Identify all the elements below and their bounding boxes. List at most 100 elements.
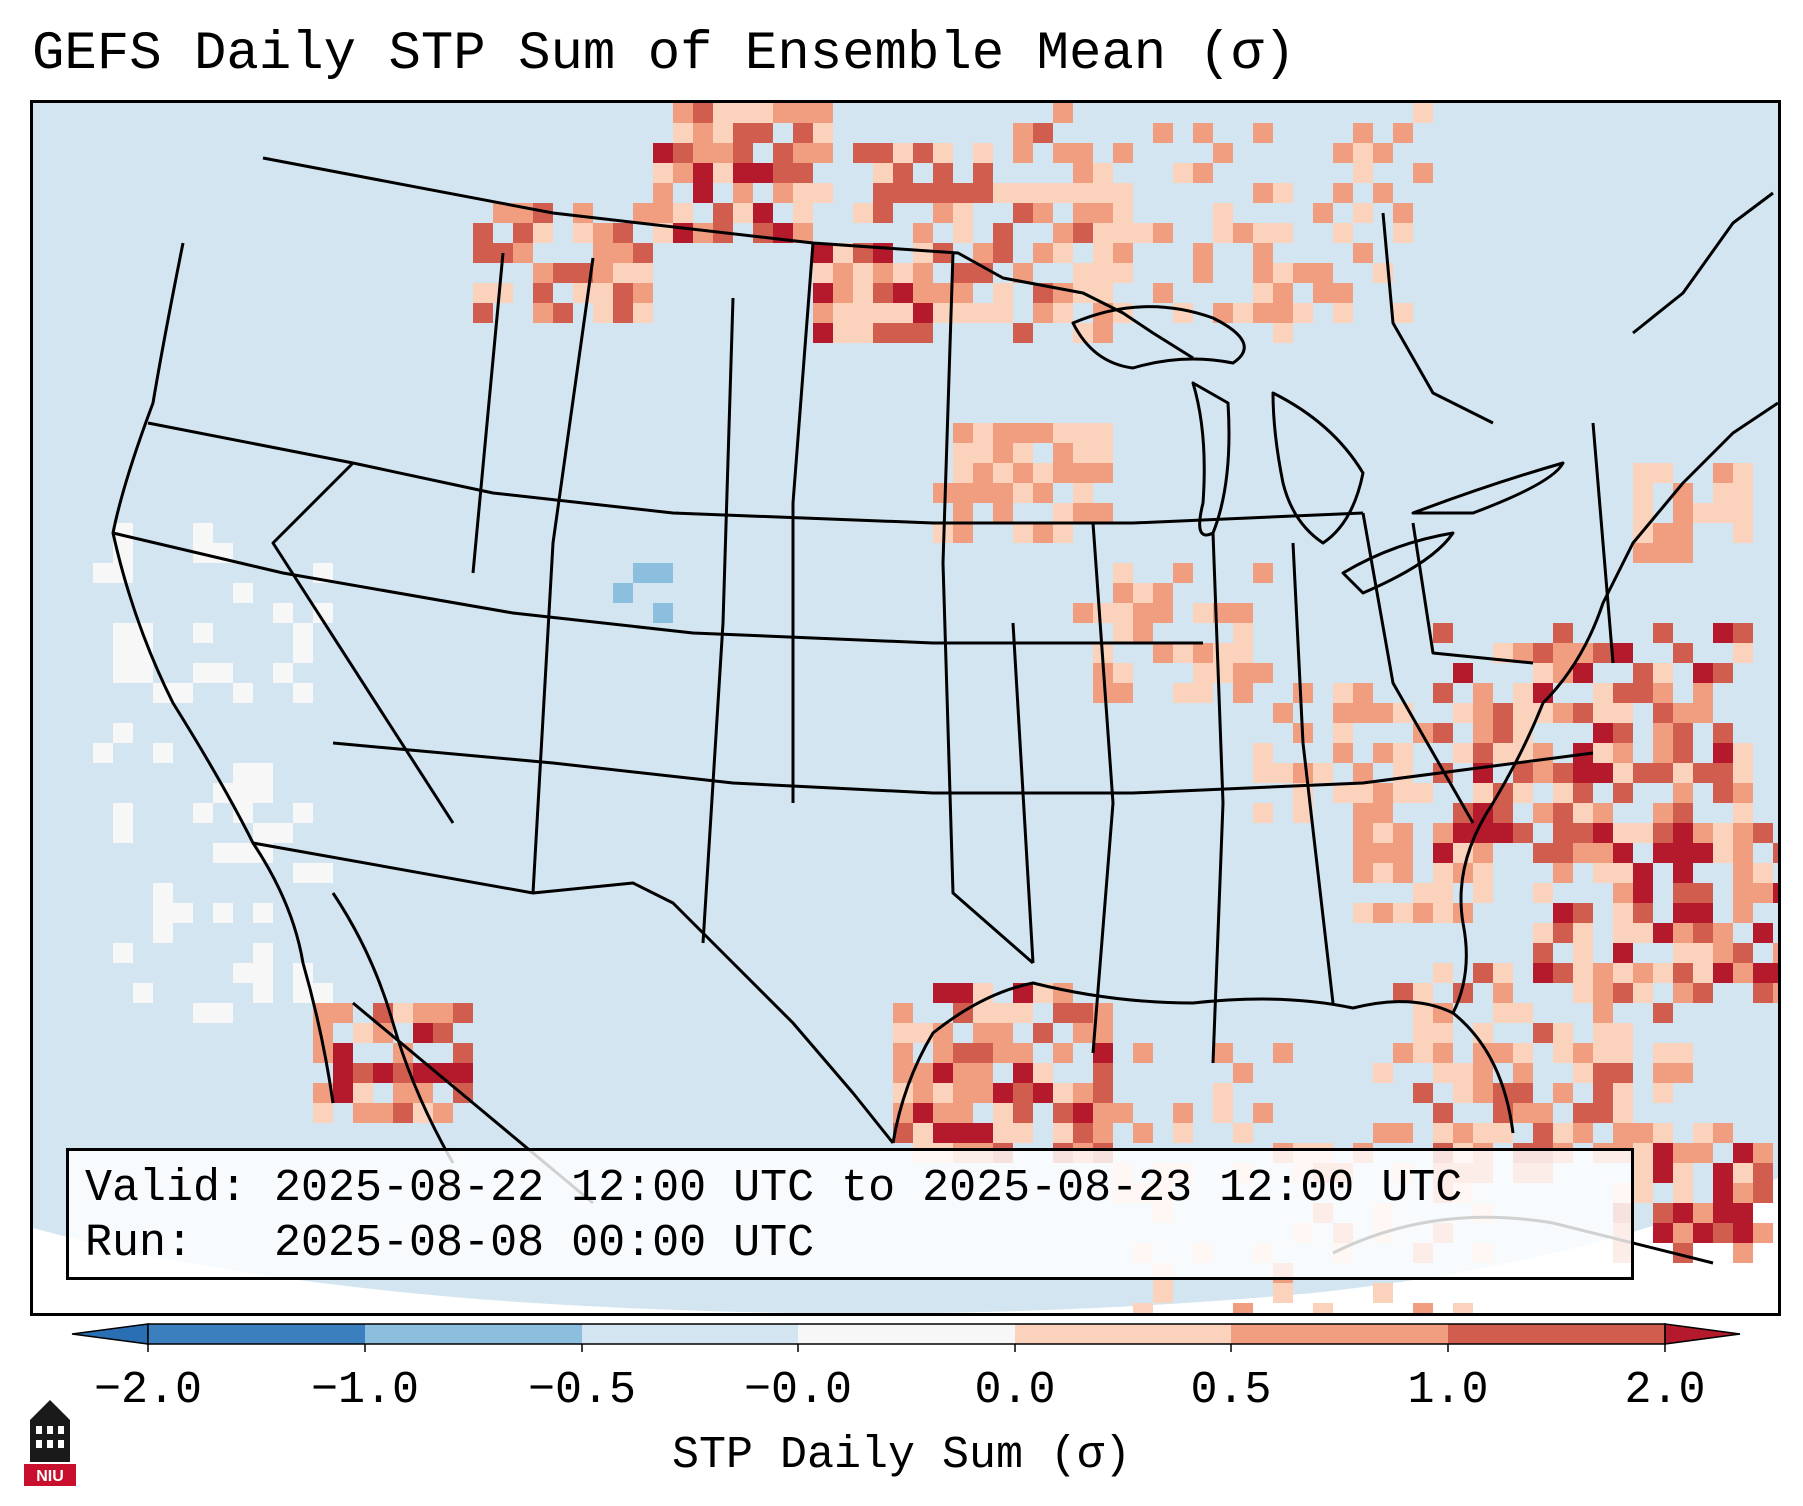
stp-cell <box>1053 503 1073 523</box>
stp-cell <box>1673 723 1693 743</box>
stp-cell <box>1013 203 1033 223</box>
stp-cell <box>653 603 673 623</box>
stp-cell <box>1653 1043 1673 1063</box>
stp-cell <box>493 203 513 223</box>
stp-cell <box>1713 503 1733 523</box>
stp-cell <box>293 623 313 643</box>
stp-cell <box>1693 923 1713 943</box>
stp-cell <box>353 1063 373 1083</box>
stp-cell <box>973 183 993 203</box>
stp-cell <box>1673 1183 1693 1203</box>
stp-cell <box>313 603 333 623</box>
stp-cell <box>1433 683 1453 703</box>
stp-cell <box>1513 823 1533 843</box>
stp-cell <box>1553 663 1573 683</box>
stp-cell <box>1113 263 1133 283</box>
stp-cell <box>953 983 973 1003</box>
stp-cell <box>253 783 273 803</box>
stp-cell <box>1693 843 1713 863</box>
stp-cell <box>1253 263 1273 283</box>
stp-cell <box>773 183 793 203</box>
stp-cell <box>973 1043 993 1063</box>
stp-cell <box>1253 243 1273 263</box>
colorbar-tick-label: 0.0 <box>974 1365 1056 1416</box>
stp-cell <box>1673 703 1693 723</box>
stp-cell <box>1373 143 1393 163</box>
stp-cell <box>813 123 833 143</box>
stp-cell <box>1313 763 1333 783</box>
stp-cell <box>1173 163 1193 183</box>
stp-cell <box>653 183 673 203</box>
stp-cell <box>1433 1103 1453 1123</box>
stp-cell <box>153 883 173 903</box>
stp-cell <box>1173 643 1193 663</box>
stp-cell <box>1373 803 1393 823</box>
stp-cell <box>1113 683 1133 703</box>
stp-cell <box>1253 743 1273 763</box>
stp-cell <box>453 1043 473 1063</box>
stp-cell <box>893 183 913 203</box>
stp-cell <box>1693 503 1713 523</box>
stp-cell <box>1233 1303 1253 1313</box>
stp-cell <box>733 123 753 143</box>
stp-cell <box>1493 963 1513 983</box>
stp-cell <box>1673 823 1693 843</box>
stp-cell <box>1513 1063 1533 1083</box>
stp-cell <box>593 223 613 243</box>
stp-cell <box>1213 303 1233 323</box>
stp-cell <box>413 1063 433 1083</box>
stp-cell <box>1013 1003 1033 1023</box>
stp-cell <box>653 163 673 183</box>
stp-cell <box>933 303 953 323</box>
stp-cell <box>813 323 833 343</box>
stp-cell <box>1433 823 1453 843</box>
stp-cell <box>1773 983 1778 1003</box>
stp-cell <box>1013 1103 1033 1123</box>
stp-cell <box>1473 683 1493 703</box>
stp-cell <box>1573 763 1593 783</box>
stp-cell <box>1233 303 1253 323</box>
stp-cell <box>1053 303 1073 323</box>
stp-cell <box>1073 603 1093 623</box>
stp-cell <box>993 503 1013 523</box>
stp-cell <box>873 283 893 303</box>
stp-cell <box>1653 623 1673 643</box>
stp-cell <box>1673 1063 1693 1083</box>
stp-cell <box>873 203 893 223</box>
stp-cell <box>1633 543 1653 563</box>
stp-cell <box>1473 703 1493 723</box>
stp-cell <box>1353 163 1373 183</box>
stp-cell <box>1533 883 1553 903</box>
stp-cell <box>113 823 133 843</box>
stp-cell <box>1573 843 1593 863</box>
stp-cell <box>1073 1123 1093 1143</box>
stp-cell <box>1633 983 1653 1003</box>
stp-cell <box>953 203 973 223</box>
stp-cell <box>1033 243 1053 263</box>
stp-cell <box>993 1043 1013 1063</box>
stp-cell <box>953 1063 973 1083</box>
stp-cell <box>1093 163 1113 183</box>
stp-cell <box>1473 883 1493 903</box>
stp-cell <box>1053 1083 1073 1103</box>
stp-cell <box>193 1003 213 1023</box>
colorbar-label: STP Daily Sum (σ) <box>671 1430 1132 1481</box>
stp-cell <box>893 163 913 183</box>
stp-cell <box>173 903 193 923</box>
stp-cell <box>1733 643 1753 663</box>
stp-cell <box>1273 263 1293 283</box>
stp-cell <box>1233 603 1253 623</box>
stp-cell <box>413 1023 433 1043</box>
stp-cell <box>233 803 253 823</box>
stp-cell <box>753 223 773 243</box>
stp-cell <box>1733 1223 1753 1243</box>
stp-cell <box>1653 803 1673 823</box>
stp-cell <box>1333 143 1353 163</box>
stp-cell <box>573 223 593 243</box>
stp-cell <box>1273 763 1293 783</box>
stp-cell <box>1113 243 1133 263</box>
stp-cell <box>1373 183 1393 203</box>
stp-cell <box>1173 1103 1193 1123</box>
run-time-line: Run: 2025-08-08 00:00 UTC <box>85 1218 815 1269</box>
stp-cell <box>1553 763 1573 783</box>
